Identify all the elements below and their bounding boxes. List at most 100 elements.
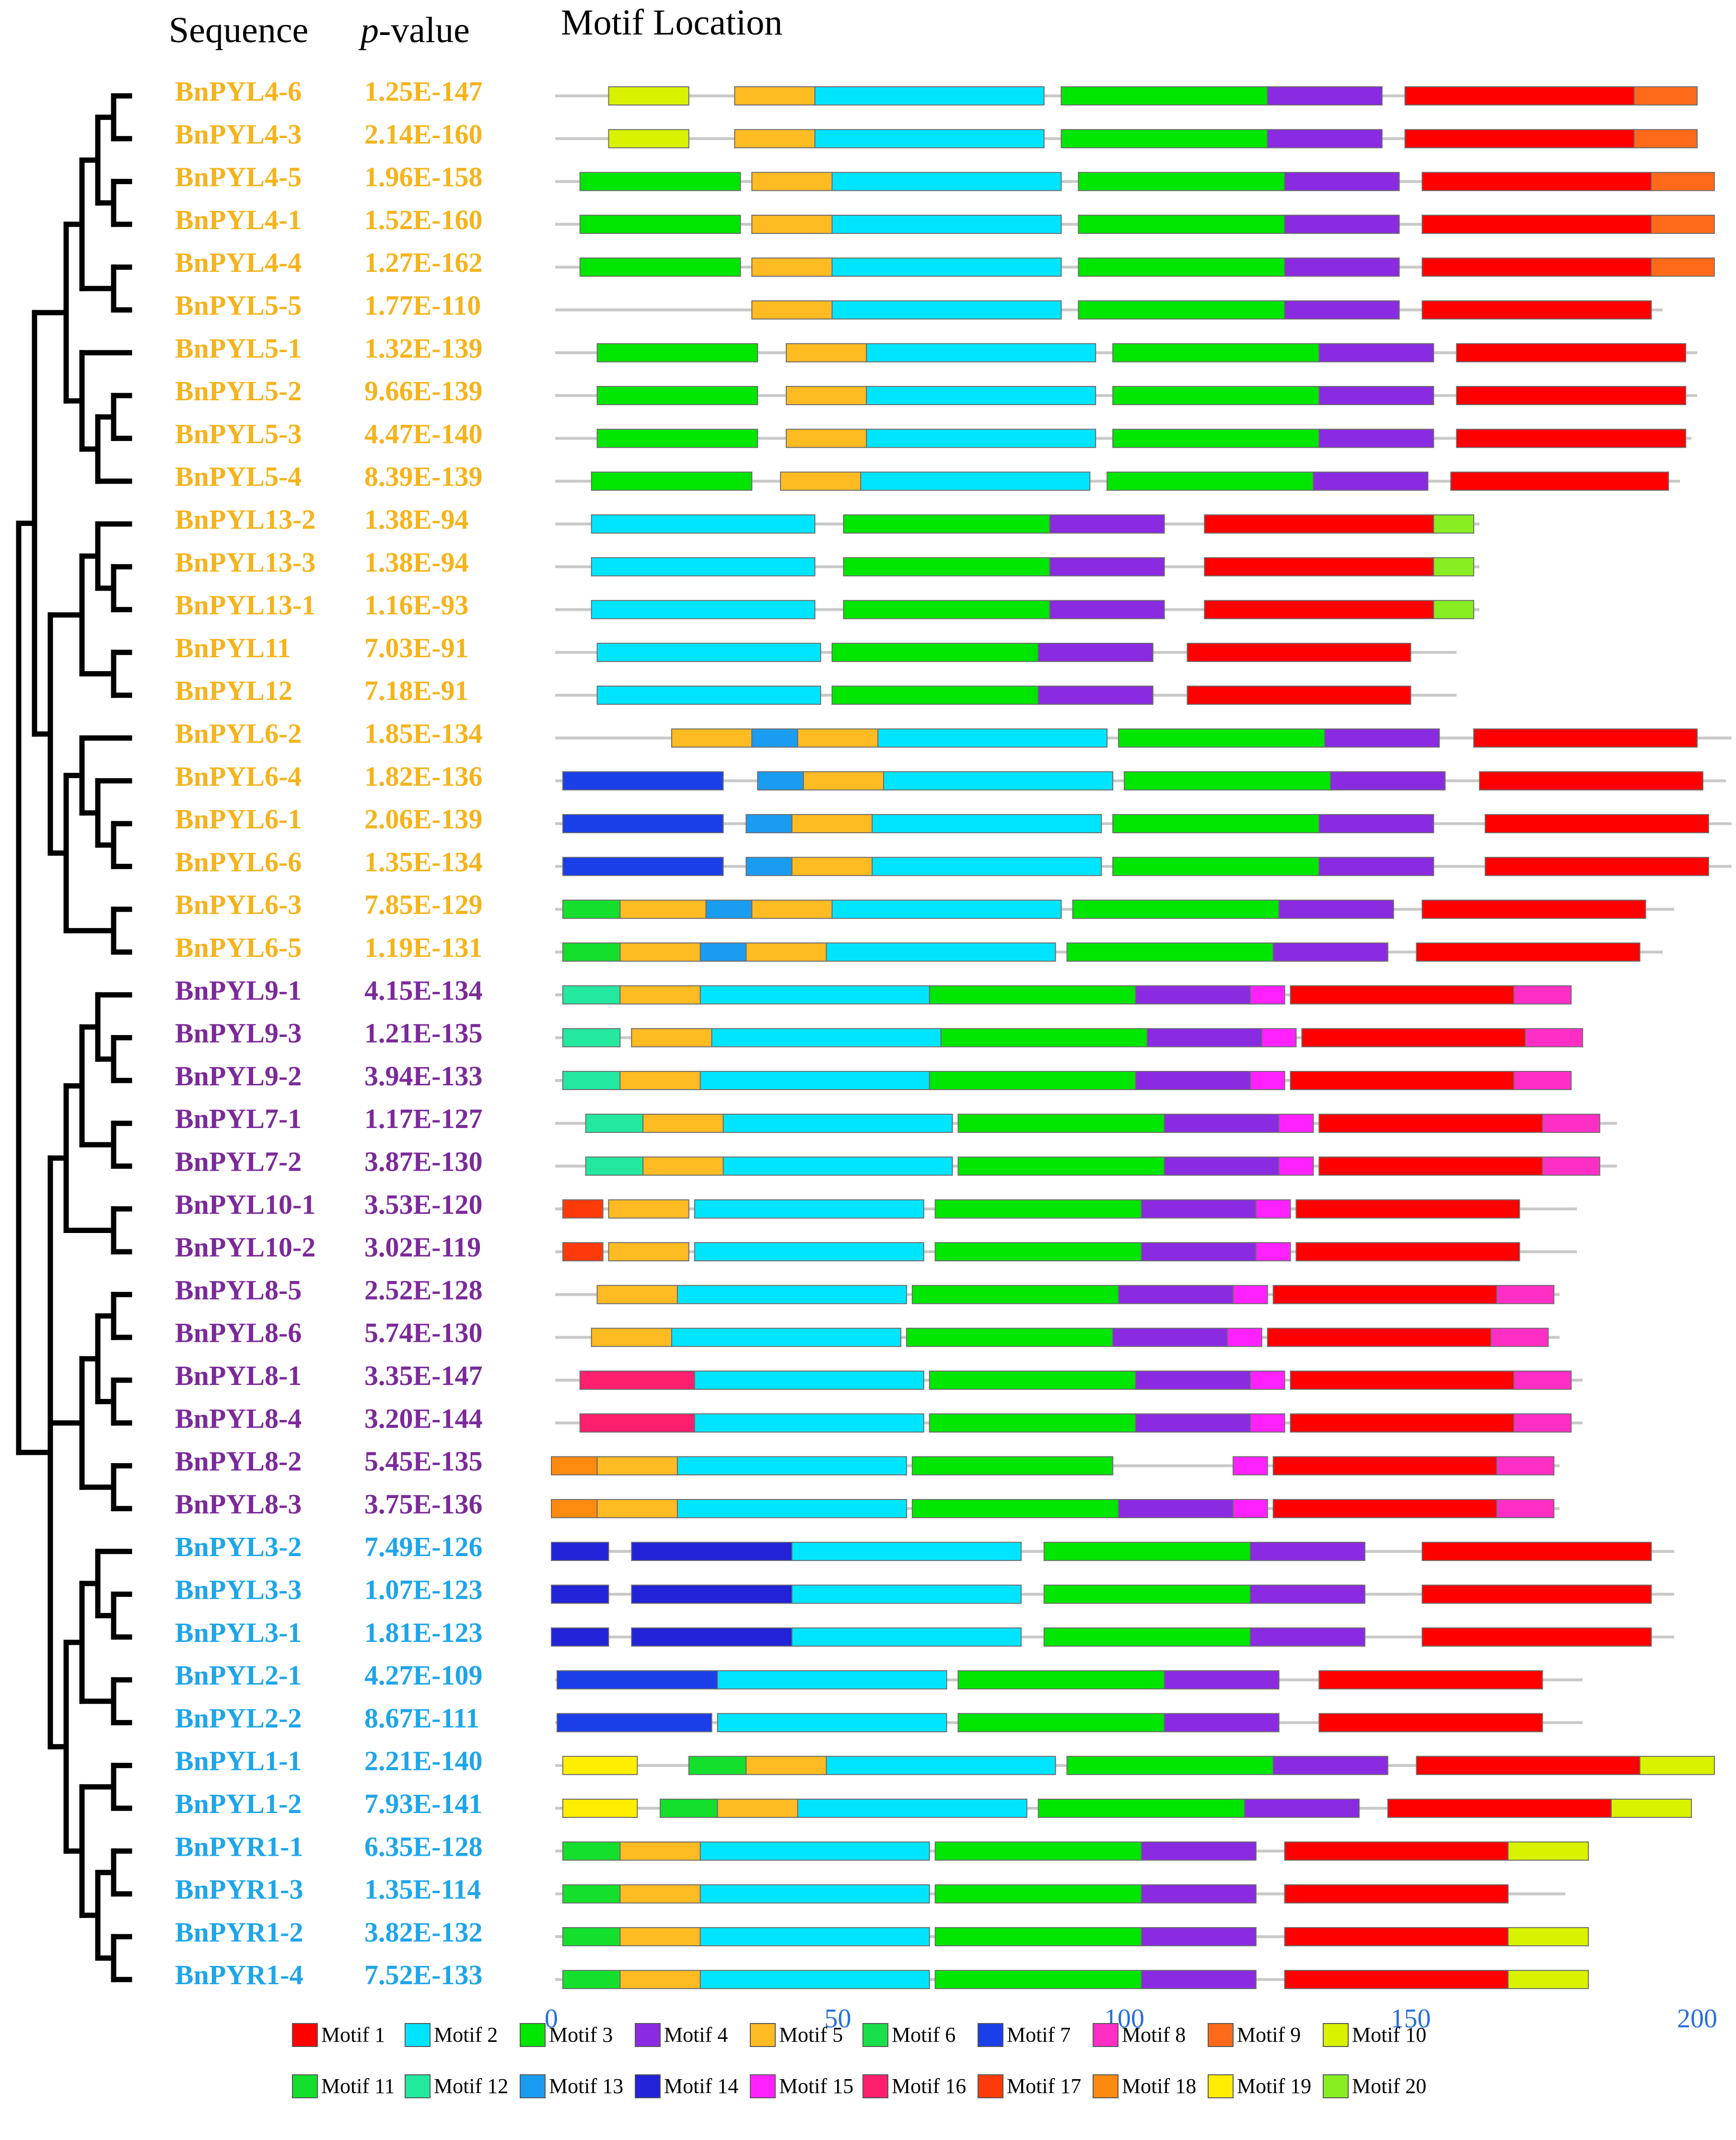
motif-block [1249,985,1285,1005]
legend-label: Motif 4 [664,2023,728,2047]
sequence-pvalue: 2.14E-160 [364,118,483,150]
legend-swatch [292,2074,318,2098]
motif-block [1272,1285,1497,1304]
motif-block [1324,728,1440,748]
sequence-pvalue: 7.03E-91 [364,632,469,663]
motif-block [1043,1542,1251,1561]
motif-block [1043,1627,1251,1647]
sequence-name: BnPYR1-2 [175,1917,303,1948]
motif-block [940,1028,1148,1047]
motif-track [555,899,1675,919]
motif-block [562,1242,604,1262]
legend-label: Motif 5 [779,2023,843,2047]
motif-block [608,86,689,105]
sequence-name: BnPYR1-1 [175,1831,303,1862]
sequence-pvalue: 7.93E-141 [364,1788,483,1819]
sequence-pvalue: 1.77E-110 [364,290,481,321]
motif-block [1164,1114,1280,1133]
motif-block [1227,1327,1262,1347]
motif-block [619,1927,701,1946]
motif-block [1525,1028,1583,1047]
motif-track [555,1927,1589,1946]
motif-block [1301,1028,1526,1047]
motif-block [1249,1371,1285,1390]
motif-block [1204,557,1434,577]
motif-track [555,728,1732,748]
motif-block [791,857,873,876]
motif-block [1490,1327,1549,1347]
sequence-pvalue: 1.19E-131 [364,932,483,963]
sequence-name: BnPYL13-1 [175,590,315,621]
motif-track [555,1028,1583,1047]
motif-block [699,942,747,962]
motif-track [555,1199,1577,1219]
legend-label: Motif 19 [1237,2074,1311,2098]
motif-block [1513,985,1572,1005]
motif-block [1404,86,1635,105]
motif-block [671,728,753,748]
sequence-name: BnPYL5-1 [175,333,302,364]
motif-block [1135,985,1251,1005]
sequence-pvalue: 1.25E-147 [364,76,483,107]
motif-block [1272,942,1388,962]
sequence-pvalue: 6.35E-128 [364,1831,483,1862]
sequence-pvalue: 1.96E-158 [364,162,483,193]
legend-swatch [635,2023,661,2047]
motif-block [1141,1927,1257,1946]
motif-block [562,942,621,962]
motif-block [1112,857,1320,876]
motif-block [585,1114,644,1133]
motif-block [934,1841,1142,1861]
motif-block [1249,1413,1285,1433]
legend-swatch [978,2023,1003,2047]
motif-block [688,1756,747,1775]
motif-block [631,1028,712,1047]
motif-block [551,1456,598,1476]
sequence-pvalue: 4.27E-109 [364,1660,483,1691]
motif-block [751,214,833,234]
legend-swatch [862,2074,888,2098]
motif-block [751,257,833,277]
motif-block [1610,1799,1692,1818]
legend-swatch [292,2023,318,2047]
motif-block [551,1584,609,1604]
motif-track [555,429,1692,448]
motif-block [803,771,885,791]
sequence-name: BnPYL6-5 [175,932,302,963]
motif-block [1421,257,1652,277]
motif-block [1651,172,1715,191]
motif-track [555,1114,1617,1133]
motif-block [1450,471,1669,491]
motif-block [619,1841,701,1861]
motif-block [1513,1413,1572,1433]
motif-block [1290,1070,1515,1090]
motif-block [934,1199,1142,1219]
motif-track [555,1413,1583,1433]
motif-block [1261,1028,1297,1047]
sequence-pvalue: 1.35E-114 [364,1874,481,1905]
motif-block [826,942,1056,962]
motif-block [1164,1713,1280,1733]
motif-block [717,1799,798,1818]
motif-block [619,985,701,1005]
motif-block [831,172,1062,191]
motif-block [562,1756,638,1775]
sequence-pvalue: 1.38E-94 [364,504,469,535]
motif-block [1278,1114,1314,1133]
motif-block [1249,1584,1365,1604]
motif-block [711,1028,942,1047]
sequence-name: BnPYL1-1 [175,1745,302,1777]
motif-block [1141,1841,1257,1861]
motif-block [906,1327,1114,1347]
sequence-pvalue: 1.32E-139 [364,333,483,364]
motif-track [555,1756,1715,1775]
motif-track [555,343,1697,362]
motif-block [1284,214,1400,234]
sequence-pvalue: 3.87E-130 [364,1146,483,1177]
sequence-pvalue: 3.82E-132 [364,1917,483,1948]
motif-block [562,1927,621,1946]
legend-label: Motif 17 [1007,2074,1081,2098]
motif-block [1141,1199,1257,1219]
motif-block [619,1970,701,1989]
motif-block [1037,642,1153,662]
